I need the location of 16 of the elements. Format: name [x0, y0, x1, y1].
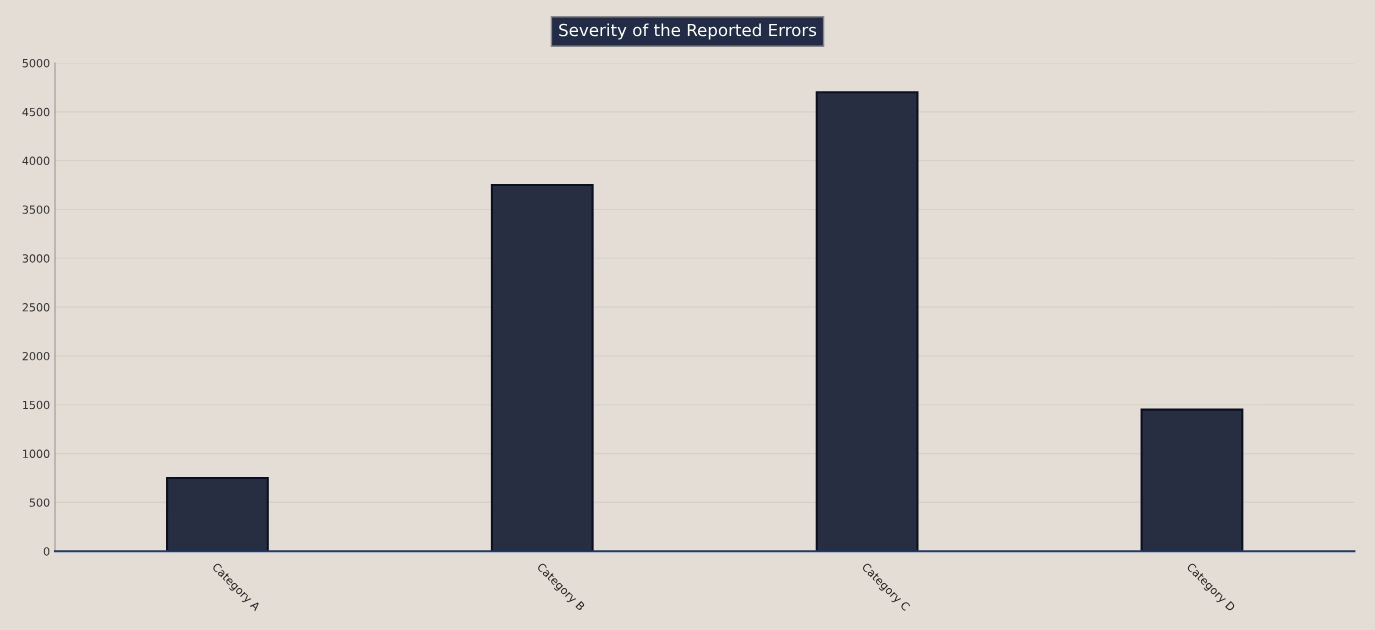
y-tick-label: 2500: [22, 303, 50, 312]
bar: [1140, 408, 1244, 552]
y-tick-label: 0: [43, 547, 50, 556]
y-tick-label: 500: [29, 498, 50, 507]
y-tick-label: 4000: [22, 156, 50, 166]
chart-title: Severity of the Reported Errors: [559, 23, 817, 40]
bar: [815, 91, 919, 552]
y-tick-label: 4500: [22, 107, 50, 117]
y-tick-label: 2000: [22, 351, 50, 361]
y-tick-label: 1500: [23, 400, 50, 410]
y-tick-label: 3000: [22, 254, 50, 263]
bar: [166, 476, 269, 552]
bar: [490, 184, 594, 552]
y-tick-label: 5000: [22, 58, 50, 68]
y-tick-label: 3500: [22, 205, 50, 214]
y-tick-label: 1000: [23, 449, 50, 458]
